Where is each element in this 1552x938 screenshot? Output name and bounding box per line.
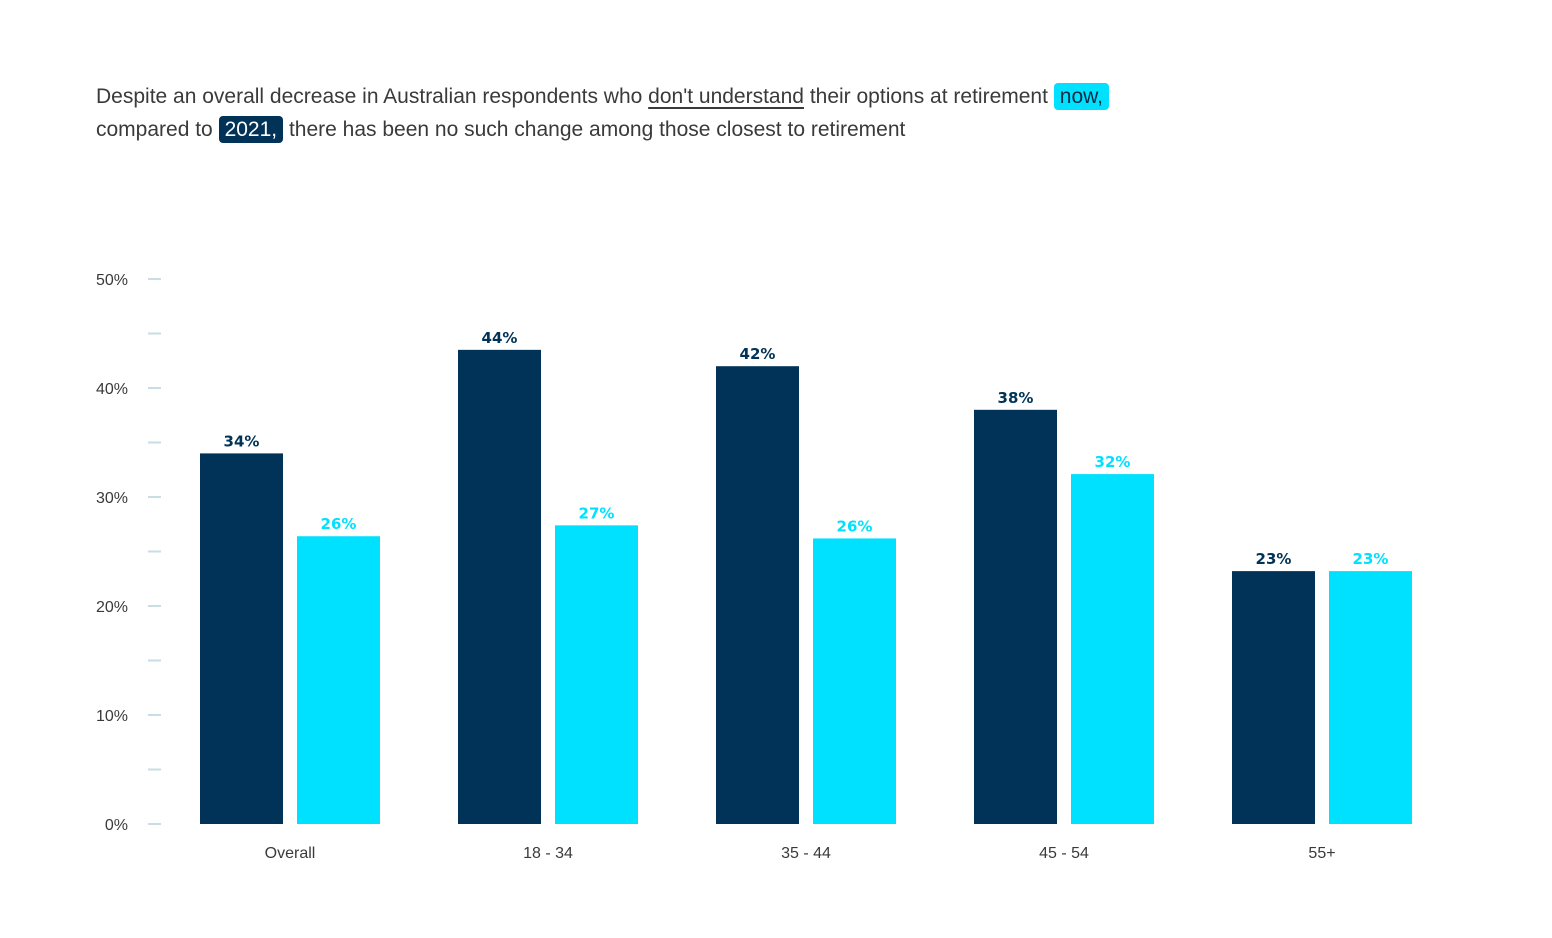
y-axis-tick-label: 20% [96, 599, 128, 616]
title-line-2: compared to 2021, there has been no such… [96, 113, 1396, 146]
bar-series-now [297, 536, 380, 824]
chart-title: Despite an overall decrease in Australia… [96, 80, 1396, 146]
data-label: 23% [1256, 550, 1292, 568]
x-axis-category-label: 35 - 44 [781, 845, 831, 862]
data-label: 27% [579, 504, 615, 522]
y-axis-tick-label: 40% [96, 381, 128, 398]
data-label: 44% [482, 329, 518, 347]
title-text: compared to [96, 118, 219, 141]
x-axis-category-label: 55+ [1308, 845, 1335, 862]
bar-series-2021 [458, 349, 541, 824]
bar-series-2021 [200, 453, 283, 824]
data-label: 38% [998, 389, 1034, 407]
bar-series-now [813, 538, 896, 824]
title-text: Despite an overall decrease in Australia… [96, 85, 649, 108]
y-axis-tick-label: 10% [96, 708, 128, 725]
data-label: 26% [837, 517, 873, 535]
bar-series-now [555, 525, 638, 824]
bar-series-2021 [974, 409, 1057, 824]
data-label: 32% [1095, 453, 1131, 471]
title-text: their options at retirement [803, 85, 1054, 108]
x-axis-category-label: Overall [265, 845, 316, 862]
title-text: there has been no such change among thos… [283, 118, 906, 141]
bar-series-now [1071, 474, 1154, 824]
bar-series-now [1329, 571, 1412, 824]
data-label: 34% [224, 432, 260, 450]
data-label: 42% [740, 345, 776, 363]
data-label: 23% [1353, 550, 1389, 568]
y-axis-tick-label: 50% [96, 272, 128, 289]
legend-2021-highlight: 2021, [218, 116, 284, 143]
data-label: 26% [321, 515, 357, 533]
x-axis-category-label: 45 - 54 [1039, 845, 1089, 862]
bar-series-2021 [1232, 571, 1315, 824]
y-axis-tick-label: 30% [96, 490, 128, 507]
y-axis-tick-label: 0% [105, 817, 128, 834]
bar-series-2021 [716, 366, 799, 824]
x-axis-category-label: 18 - 34 [523, 845, 573, 862]
title-line-1: Despite an overall decrease in Australia… [96, 80, 1396, 113]
title-underlined-phrase: don't understand [648, 85, 804, 108]
legend-now-highlight: now, [1053, 83, 1109, 110]
